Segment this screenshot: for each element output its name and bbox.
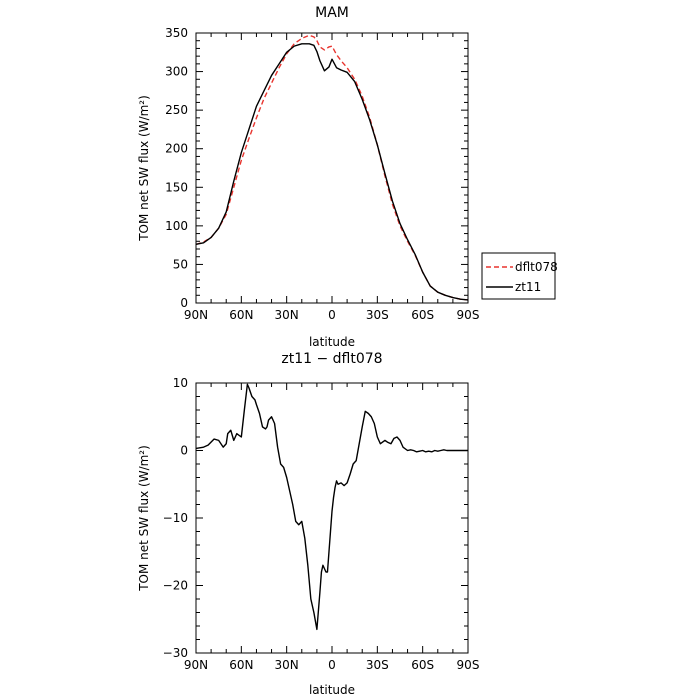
legend: dflt078 zt11 — [481, 252, 558, 300]
x-axis-label: latitude — [309, 335, 355, 349]
y-tick-label: −30 — [163, 646, 188, 660]
panel-title: zt11 − dflt078 — [281, 351, 382, 367]
x-axis-label: latitude — [309, 683, 355, 697]
legend-box — [481, 252, 556, 300]
mam-flux-panel: MAM 90N 60N 30N 0 30S 60S 90S 0 50 100 150 200 250 30… — [137, 5, 558, 349]
x-tick-label: 60N — [229, 658, 253, 672]
x-tick-label: 30N — [275, 658, 299, 672]
y-tick-label: 250 — [165, 103, 188, 117]
x-tick-label: 60N — [229, 308, 253, 322]
legend-label-zt11: zt11 — [515, 280, 541, 294]
x-tick-label: 30S — [366, 308, 389, 322]
x-tick-label: 30N — [275, 308, 299, 322]
x-tick-label: 60S — [411, 308, 434, 322]
series-line-series-0 — [195, 383, 468, 631]
series-line-zt11 — [195, 43, 469, 301]
y-tick-label: 50 — [173, 257, 188, 271]
x-tick-label: 0 — [328, 658, 336, 672]
x-tick-label: 90N — [184, 658, 208, 672]
y-tick-label: −10 — [163, 511, 188, 525]
series-line-dflt078 — [195, 34, 469, 301]
x-tick-label: 90N — [184, 308, 208, 322]
y-tick-label: 0 — [180, 444, 188, 458]
y-tick-label: 200 — [165, 142, 188, 156]
y-tick-label: 10 — [173, 376, 188, 390]
x-tick-label: 0 — [328, 308, 336, 322]
x-tick-label: 30S — [366, 658, 389, 672]
y-tick-label: 150 — [165, 180, 188, 194]
x-tick-label: 60S — [411, 658, 434, 672]
x-tick-label: 90S — [457, 658, 480, 672]
y-axis-label: TOM net SW flux (W/m²) — [137, 445, 151, 592]
difference-panel: zt11 − dflt078 90N 60N 30N 0 30S 60S 90S −30 −20… — [137, 351, 479, 697]
y-tick-label: 100 — [165, 219, 188, 233]
y-tick-label: −20 — [163, 579, 188, 593]
x-tick-label: 90S — [457, 308, 480, 322]
y-tick-label: 0 — [180, 296, 188, 310]
series-layer — [195, 383, 468, 631]
legend-label-dflt078: dflt078 — [515, 260, 558, 274]
y-tick-label: 350 — [165, 26, 188, 40]
y-axis-label: TOM net SW flux (W/m²) — [137, 95, 151, 242]
series-layer — [195, 34, 469, 301]
y-tick-label: 300 — [165, 65, 188, 79]
panel-title: MAM — [315, 5, 349, 21]
